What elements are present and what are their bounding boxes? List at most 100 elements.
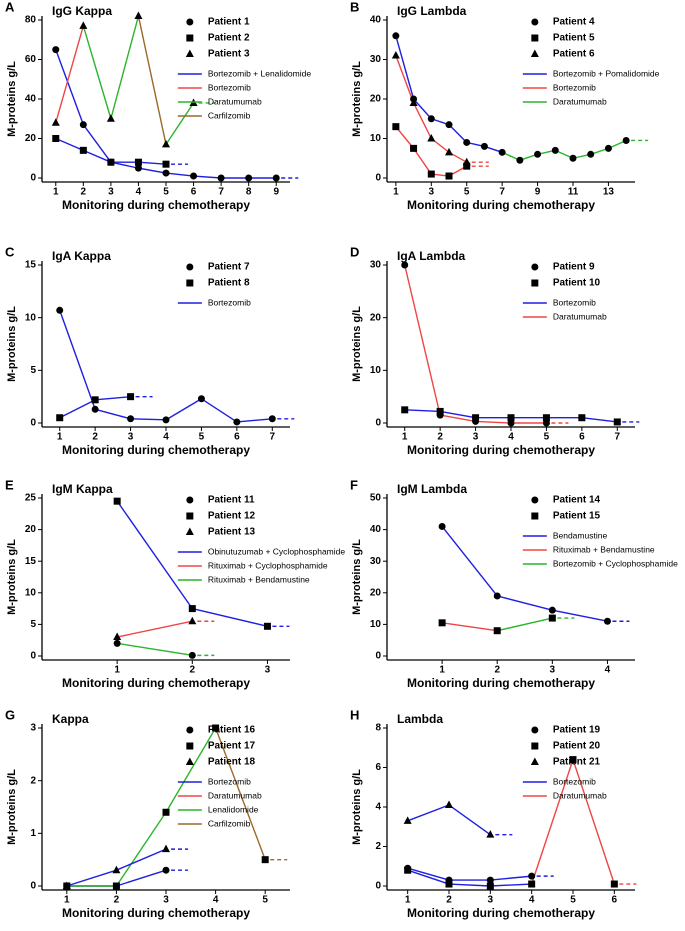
y-tick-label: 10 (25, 587, 37, 598)
panel-label: C (5, 244, 15, 259)
marker-circle (548, 606, 556, 614)
marker-circle (507, 419, 515, 427)
segment (440, 410, 476, 419)
y-tick-label: 10 (25, 312, 37, 323)
x-tick-label: 1 (439, 665, 445, 676)
segment (116, 848, 167, 871)
segment (440, 414, 476, 423)
legend-label: Bendamustine (553, 530, 608, 540)
y-tick-label: 8 (375, 723, 381, 734)
legend-label: Patient 14 (553, 495, 601, 506)
marker-triangle (391, 51, 400, 59)
marker-circle (622, 136, 630, 144)
segment (82, 124, 112, 163)
segment (116, 869, 167, 887)
segment (448, 804, 491, 836)
x-tick-label: 7 (270, 432, 276, 443)
segment (475, 420, 512, 424)
legend-label: Rituximab + Cyclophosphamide (208, 560, 328, 570)
marker-square (91, 396, 99, 404)
y-axis-label: M-proteins g/L (6, 306, 18, 382)
y-tick-label: 80 (25, 15, 37, 26)
x-tick-label: 8 (246, 187, 252, 198)
segment (55, 137, 84, 151)
segment (407, 867, 450, 881)
x-tick-label: 3 (163, 895, 169, 906)
marker-circle (190, 172, 198, 180)
marker-circle (162, 169, 170, 177)
y-tick-label: 40 (25, 94, 37, 105)
marker-circle (186, 726, 194, 734)
marker-triangle (188, 616, 197, 625)
marker-circle (52, 46, 60, 54)
y-tick-label: 40 (370, 15, 382, 26)
y-tick-label: 4 (375, 802, 381, 813)
x-tick-label: 4 (136, 187, 142, 198)
marker-square (445, 172, 453, 180)
marker-circle (186, 496, 194, 504)
x-tick-label: 5 (464, 187, 470, 198)
marker-square (531, 34, 539, 42)
marker-circle (551, 146, 559, 154)
y-axis-label: M-proteins g/L (6, 61, 18, 137)
x-tick-label: 1 (57, 432, 63, 443)
x-tick-label: 4 (508, 432, 514, 443)
marker-circle (56, 306, 64, 314)
y-tick-label: 0 (375, 651, 381, 662)
x-tick-label: 3 (429, 187, 435, 198)
marker-square (401, 406, 409, 414)
segment (66, 869, 117, 887)
segment (442, 622, 498, 632)
legend-label: Patient 18 (208, 757, 256, 768)
legend-label: Bortezomib + Pomalidomide (553, 68, 660, 78)
marker-circle (392, 32, 400, 40)
y-tick-label: 0 (30, 418, 36, 429)
marker-circle (493, 592, 501, 600)
x-tick-label: 1 (393, 187, 399, 198)
marker-circle (268, 415, 276, 423)
x-axis-label: Monitoring during chemotherapy (62, 676, 250, 690)
marker-circle (531, 496, 539, 504)
y-tick-label: 15 (25, 260, 37, 271)
legend-label: Patient 5 (553, 33, 595, 44)
legend-label: Patient 10 (553, 278, 601, 289)
marker-square (52, 135, 60, 142)
segment (116, 500, 193, 610)
segment (201, 398, 238, 423)
segment (193, 175, 222, 179)
marker-triangle (530, 49, 539, 57)
marker-circle (438, 522, 446, 530)
legend-label: Patient 2 (208, 33, 250, 44)
y-tick-label: 15 (25, 556, 37, 567)
marker-circle (587, 150, 595, 158)
marker-square (427, 170, 435, 178)
marker-circle (217, 174, 225, 182)
marker-square (186, 512, 194, 520)
y-tick-label: 40 (370, 524, 382, 535)
marker-square (436, 407, 444, 415)
panel-label: D (350, 244, 359, 259)
segment (412, 102, 432, 139)
segment (552, 609, 608, 622)
marker-circle (528, 872, 536, 880)
legend-label: Daratumumab (553, 790, 607, 800)
segment (110, 15, 140, 119)
legend-label: Daratumumab (208, 790, 262, 800)
segment (407, 804, 450, 822)
y-tick-label: 1 (30, 828, 36, 839)
legend-label: Rituximab + Bendamustine (208, 574, 310, 584)
segment (413, 98, 432, 120)
marker-square (472, 414, 480, 422)
segment (138, 161, 167, 165)
x-tick-label: 9 (535, 187, 541, 198)
marker-triangle (113, 632, 122, 641)
marker-triangle (112, 865, 121, 874)
marker-square (79, 146, 87, 154)
legend-label: Daratumumab (553, 96, 607, 106)
segment (490, 883, 532, 887)
marker-triangle (106, 114, 115, 122)
legend-label: Obinutuzumab + Cyclophosphamide (208, 546, 346, 556)
marker-square (404, 866, 412, 874)
x-tick-label: 2 (494, 665, 500, 676)
